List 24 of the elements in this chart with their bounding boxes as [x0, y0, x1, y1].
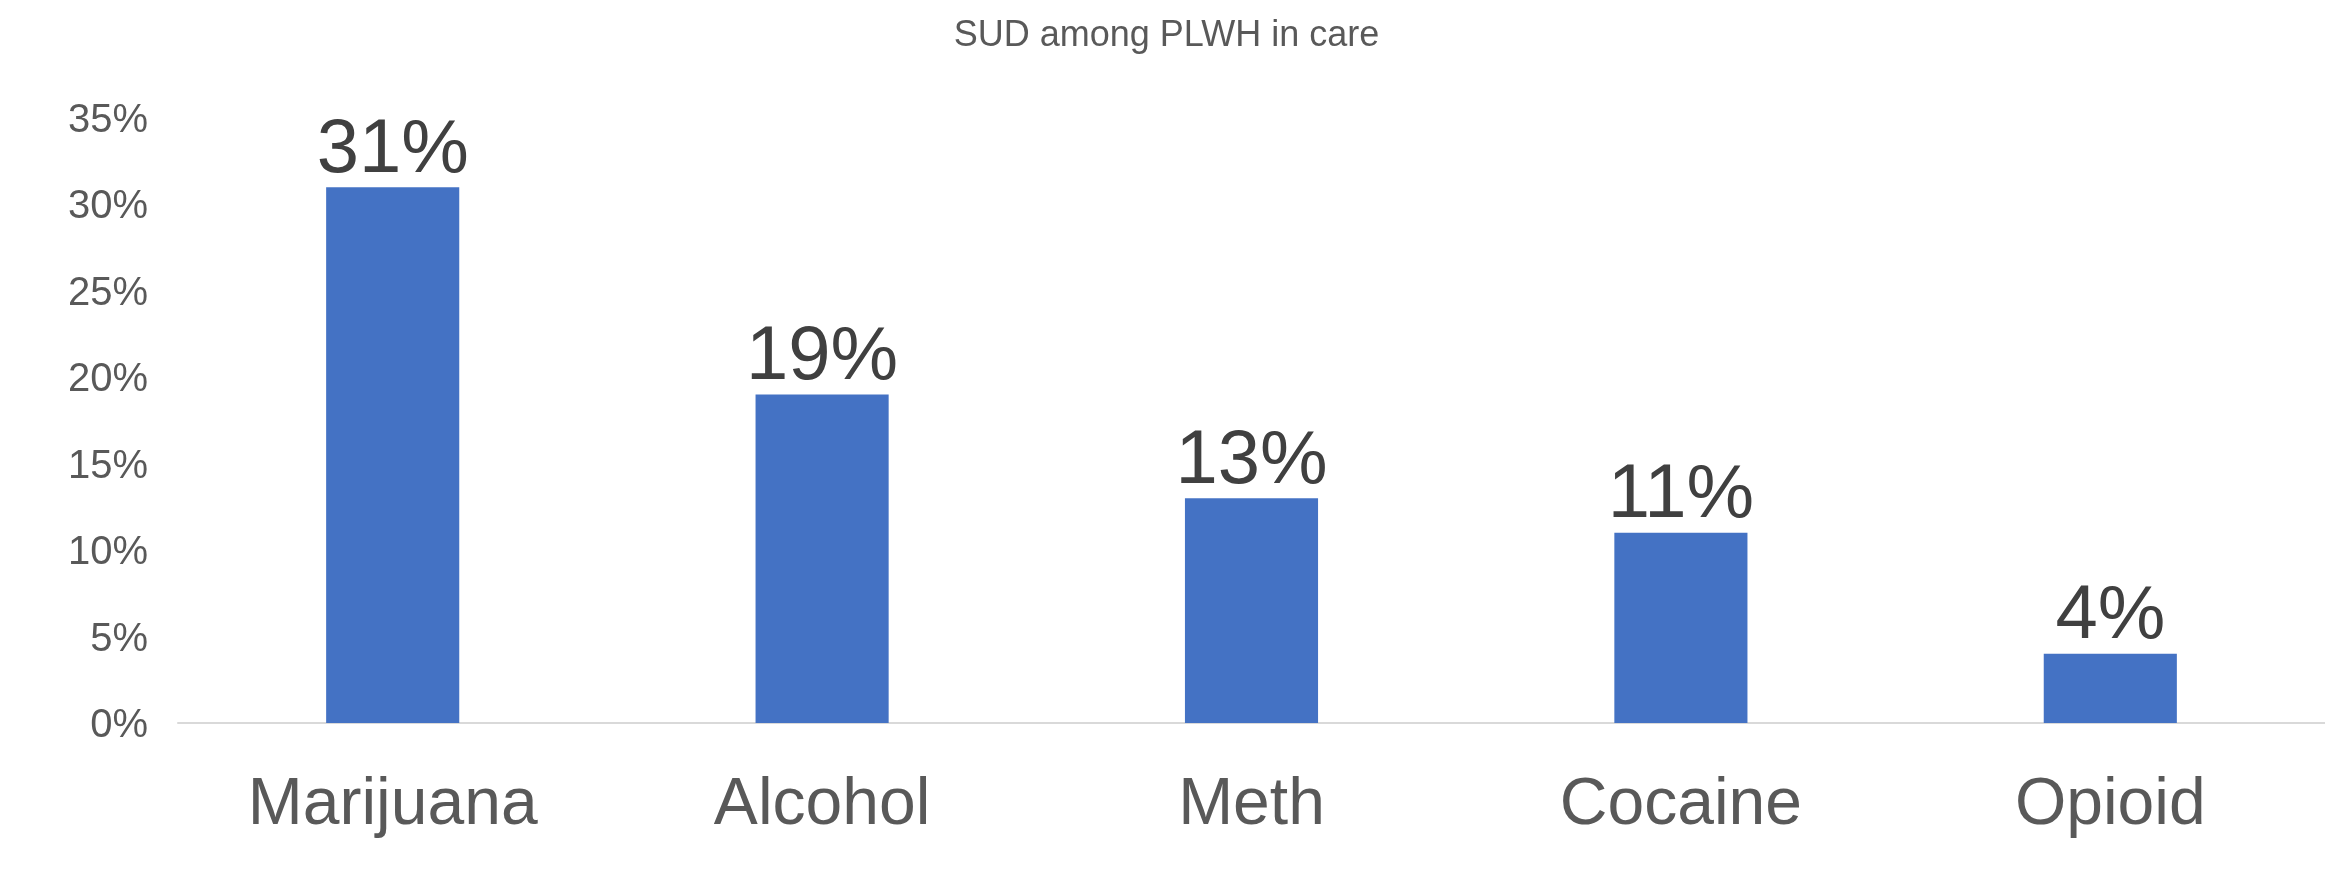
x-tick-label: Cocaine	[1559, 764, 1802, 838]
y-tick-label: 20%	[67, 355, 148, 400]
y-tick-label: 5%	[90, 614, 148, 659]
data-label: 31%	[316, 102, 469, 188]
bar	[755, 394, 889, 723]
y-tick-label: 30%	[67, 182, 148, 227]
y-tick-label: 15%	[67, 441, 148, 486]
y-tick-label: 10%	[67, 528, 148, 573]
data-label: 11%	[1607, 448, 1755, 534]
bar	[2043, 653, 2177, 723]
x-tick-label: Marijuana	[247, 764, 538, 838]
bar	[1184, 498, 1319, 723]
data-label: 19%	[746, 310, 899, 396]
x-tick-label: Meth	[1178, 764, 1325, 838]
y-tick-label: 35%	[67, 96, 148, 140]
bar	[326, 187, 460, 723]
data-label: 13%	[1175, 413, 1328, 499]
data-label: 4%	[2055, 569, 2166, 655]
y-tick-label: 0%	[90, 701, 148, 745]
x-tick-label: Opioid	[2014, 764, 2206, 838]
x-tick-label: Alcohol	[713, 764, 931, 838]
bar	[1614, 532, 1748, 723]
y-tick-label: 25%	[67, 268, 148, 313]
chart-title: SUD among PLWH in care	[953, 12, 1380, 54]
